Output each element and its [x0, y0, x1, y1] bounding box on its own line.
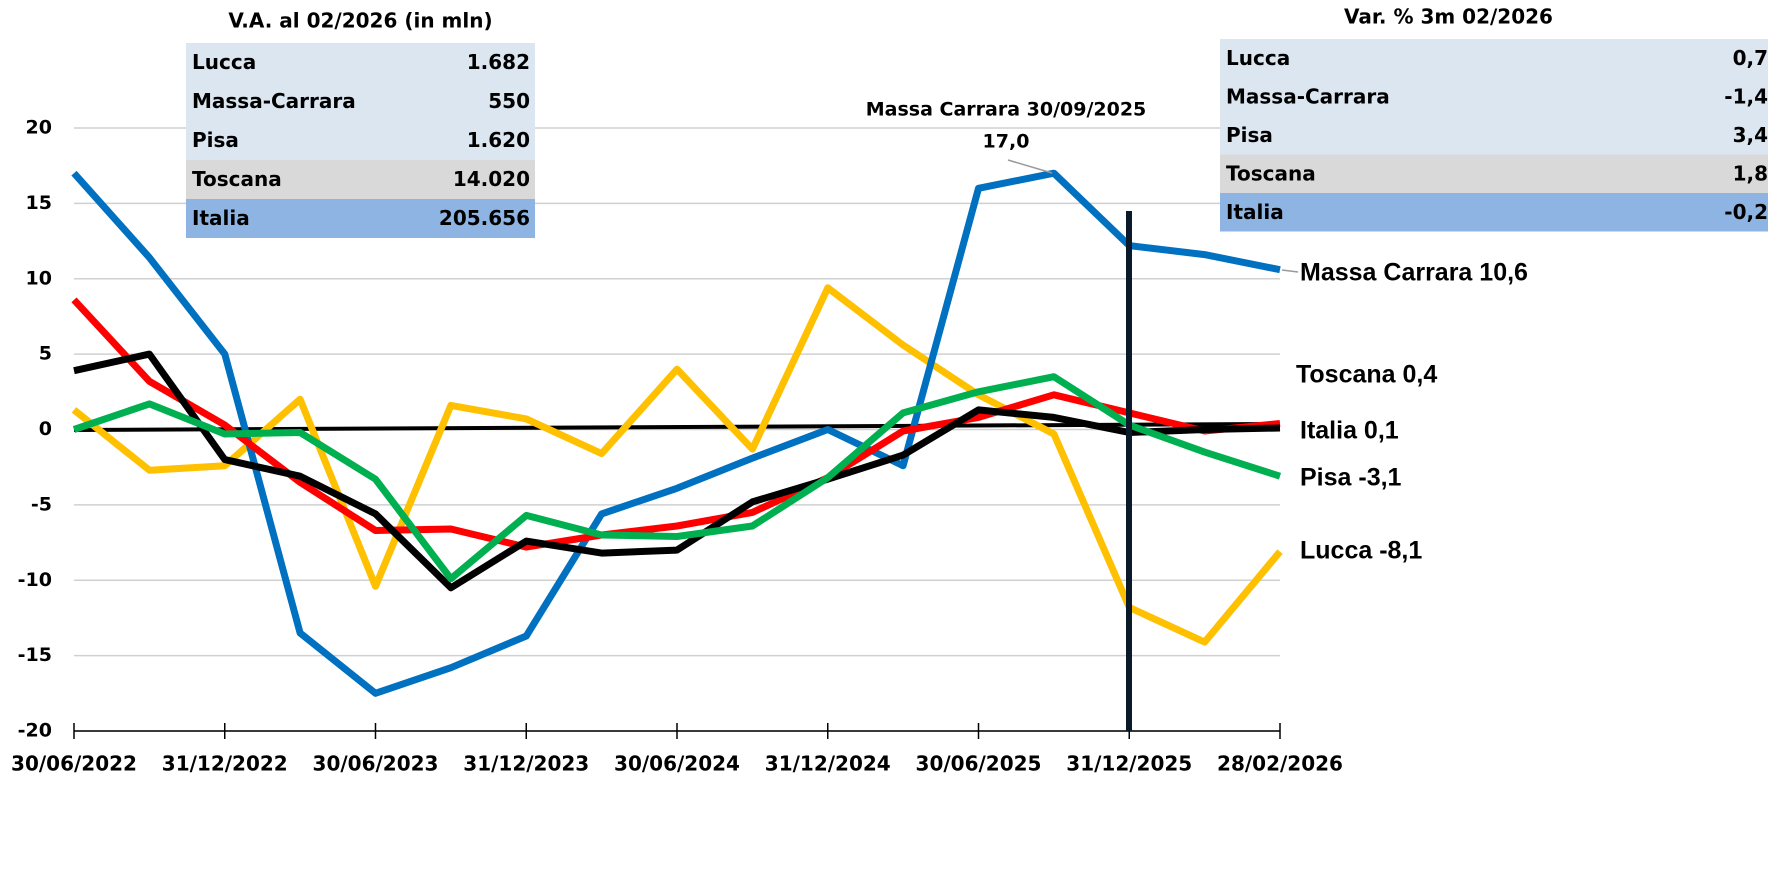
- end-label: Italia 0,1: [1300, 417, 1399, 445]
- table-cell: 1.620: [467, 128, 530, 152]
- series-line: [71, 297, 1281, 551]
- table-title: Var. % 3m 02/2026: [1344, 5, 1553, 29]
- table-cell: Massa-Carrara: [192, 89, 356, 113]
- table-row: [1220, 193, 1768, 232]
- table-row: [1220, 116, 1768, 155]
- table-cell: 205.656: [439, 206, 530, 230]
- y-tick-label: -10: [18, 569, 52, 591]
- table-cell: Italia: [1226, 200, 1284, 224]
- leader-line: [1281, 269, 1299, 273]
- x-tick-label: 30/06/2025: [916, 752, 1042, 776]
- leader-line: [1007, 159, 1053, 174]
- table-cell: Toscana: [192, 167, 282, 191]
- table-cell: -1,4: [1724, 84, 1768, 108]
- table-cell: 1,8: [1733, 161, 1768, 185]
- table-row: [186, 82, 535, 121]
- y-tick-label: 15: [26, 192, 52, 214]
- y-tick-label: 5: [39, 343, 52, 365]
- table-cell: Toscana: [1226, 161, 1316, 185]
- table-cell: -0,2: [1724, 200, 1768, 224]
- table-title: V.A. al 02/2026 (in mln): [228, 9, 492, 33]
- table-cell: 550: [488, 89, 530, 113]
- x-tick-label: 31/12/2023: [463, 752, 589, 776]
- series-line: [72, 373, 1282, 583]
- lines: [71, 169, 1283, 697]
- table-cell: 1.682: [467, 50, 530, 74]
- y-tick-label: -15: [18, 644, 52, 666]
- table-row: [186, 199, 535, 238]
- table-cell: Pisa: [192, 128, 239, 152]
- series-line: [71, 169, 1281, 697]
- end-label: Pisa -3,1: [1300, 464, 1402, 492]
- table-cell: 14.020: [453, 167, 530, 191]
- table-row: [1220, 39, 1768, 78]
- series-line: [73, 350, 1281, 592]
- table-row: [186, 160, 535, 199]
- x-tick-label: 30/06/2024: [614, 752, 740, 776]
- end-label: Toscana 0,4: [1296, 361, 1437, 389]
- table-cell: Italia: [192, 206, 250, 230]
- y-tick-label: 20: [26, 117, 52, 139]
- annotation: Massa Carrara 30/09/2025: [866, 99, 1147, 121]
- table-cell: Massa-Carrara: [1226, 84, 1390, 108]
- x-tick-label: 30/06/2022: [11, 752, 137, 776]
- table-cell: 3,4: [1733, 123, 1768, 147]
- x-tick-label: 31/12/2025: [1066, 752, 1192, 776]
- table-cell: Lucca: [1226, 46, 1290, 70]
- x-tick-label: 31/12/2022: [162, 752, 288, 776]
- table-row: [1220, 77, 1768, 116]
- y-tick-label: 0: [39, 418, 52, 440]
- y-tick-label: -20: [18, 720, 52, 742]
- y-tick-label: 10: [26, 267, 52, 289]
- end-label: Lucca -8,1: [1300, 537, 1422, 565]
- tables: V.A. al 02/2026 (in mln) Lucca 1.682 Massa-…: [186, 5, 1768, 238]
- end-label: Massa Carrara 10,6: [1300, 259, 1528, 287]
- table-cell: 0,7: [1733, 46, 1768, 70]
- x-tick-label: 28/02/2026: [1217, 752, 1343, 776]
- table-cell: Pisa: [1226, 123, 1273, 147]
- table-row: [186, 121, 535, 160]
- series-line: [71, 284, 1283, 646]
- x-tick-label: 31/12/2024: [765, 752, 891, 776]
- x-tick-label: 30/06/2023: [313, 752, 439, 776]
- table-cell: Lucca: [192, 50, 256, 74]
- table-row: [186, 43, 535, 82]
- table-row: [1220, 154, 1768, 193]
- y-tick-label: -5: [31, 493, 52, 515]
- annotation: 17,0: [983, 131, 1030, 153]
